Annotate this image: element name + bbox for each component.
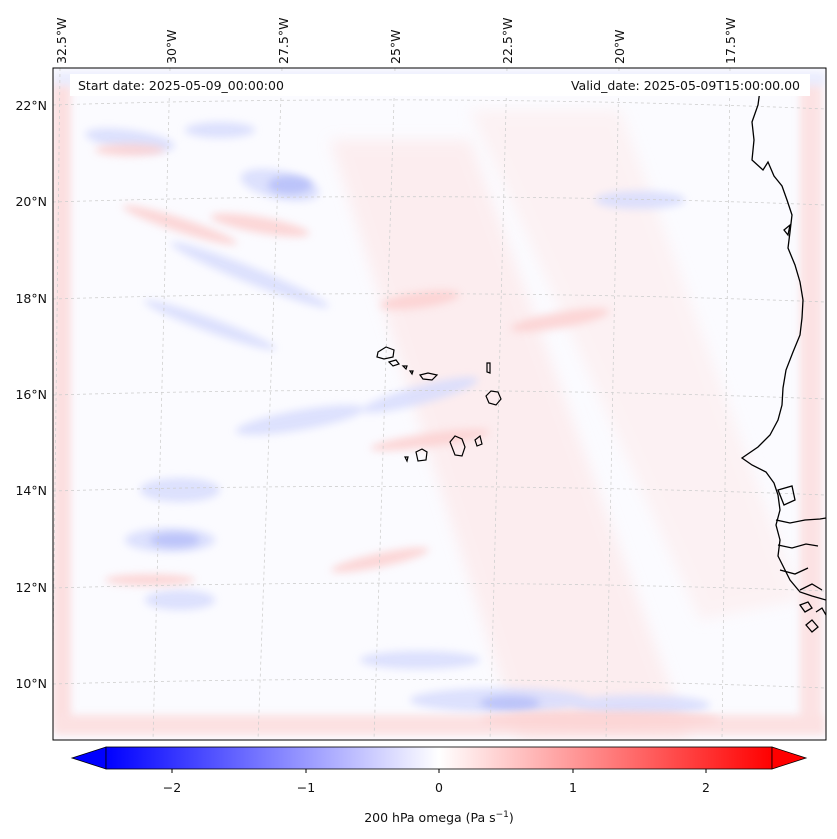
colorbar-label-end: ) [509, 810, 514, 825]
colorbar-ticks [171, 769, 707, 773]
map-panel: Start date: 2025-05-09_00:00:00 Valid_da… [52, 67, 827, 741]
gridlines [53, 68, 826, 740]
lon-tick-label: 20°W [612, 29, 627, 64]
colorbar-extend-low [70, 746, 107, 770]
colorbar-tick-label: 0 [435, 780, 443, 795]
lon-tick-label: 17.5°W [723, 18, 738, 64]
lat-tick-label: 20°N [15, 194, 47, 209]
colorbar-label-main: 200 hPa omega (Pa s [364, 810, 495, 825]
lat-tick-label: 14°N [15, 483, 47, 498]
lat-tick-labels: 22°N 20°N 18°N 16°N 14°N 12°N 10°N [15, 98, 47, 691]
valid-date-text: Valid_date: 2025-05-09T15:00:00.00 [571, 78, 800, 93]
stamp-background [70, 74, 810, 96]
lon-tick-labels: 32.5°W 30°W 27.5°W 25°W 22.5°W 20°W 17.5… [54, 18, 738, 64]
lon-tick-label: 30°W [164, 29, 179, 64]
colorbar-tick-label: 1 [569, 780, 577, 795]
lon-tick-label: 25°W [388, 29, 403, 64]
lon-tick-label: 32.5°W [54, 18, 69, 64]
lat-tick-label: 18°N [15, 291, 47, 306]
lon-tick-label: 22.5°W [500, 18, 515, 64]
colorbar-bar [105, 746, 773, 770]
colorbar-extend-high [771, 746, 808, 770]
colorbar: −2 −1 0 1 2 200 hPa omega (Pa s−1) [70, 746, 808, 825]
colorbar-tick-label: −1 [297, 780, 315, 795]
lat-tick-label: 12°N [15, 580, 47, 595]
lat-tick-label: 16°N [15, 387, 47, 402]
start-date-text: Start date: 2025-05-09_00:00:00 [78, 78, 284, 93]
map-frame [52, 67, 827, 741]
colorbar-tick-label: −2 [163, 780, 181, 795]
colorbar-label: 200 hPa omega (Pa s−1) [364, 810, 514, 825]
cape-verde-islands [376, 346, 502, 463]
colorbar-tick-label: 2 [702, 780, 710, 795]
coastline [740, 89, 826, 633]
lat-tick-label: 22°N [15, 98, 47, 113]
colorbar-label-sup: −1 [496, 810, 509, 820]
lat-tick-label: 10°N [15, 676, 47, 691]
lon-tick-label: 27.5°W [276, 18, 291, 64]
